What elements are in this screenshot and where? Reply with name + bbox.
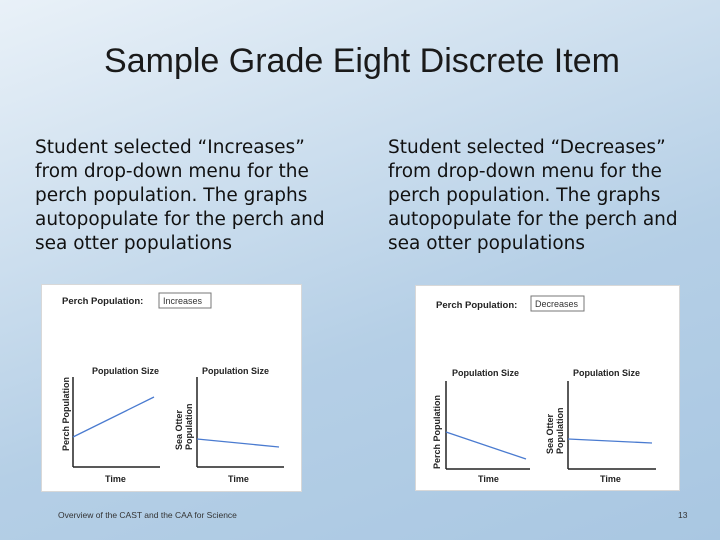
graph2-xlabel: Time <box>600 474 621 484</box>
graph2-series-line <box>567 438 653 444</box>
dropdown-value: Increases <box>163 296 203 306</box>
graph2-ylabel-line2: Population <box>555 408 565 455</box>
graph1-series-line <box>72 396 155 438</box>
graph2-ylabel-line2: Population <box>184 404 194 451</box>
figure-decreases: Perch Population: Decreases Population S… <box>415 285 680 491</box>
figure-decreases-svg: Perch Population: Decreases Population S… <box>432 295 656 484</box>
graph1-ylabel: Perch Population <box>432 395 442 469</box>
footer-text: Overview of the CAST and the CAA for Sci… <box>58 510 237 520</box>
slide-title: Sample Grade Eight Discrete Item <box>104 42 620 80</box>
graph1-xlabel: Time <box>105 474 126 484</box>
graph2-ylabel-line1: Sea Otter <box>545 413 555 454</box>
dropdown-label: Perch Population: <box>436 300 517 311</box>
graph2-title: Population Size <box>573 368 640 378</box>
graph1-title: Population Size <box>92 366 159 376</box>
graph2-xlabel: Time <box>228 474 249 484</box>
figure-increases: Perch Population: Increases Population S… <box>41 284 302 492</box>
page-number: 13 <box>678 510 688 520</box>
right-description: Student selected “Decreases” from drop-d… <box>388 137 678 254</box>
graph1-ylabel: Perch Population <box>61 377 71 451</box>
dropdown-value: Decreases <box>535 299 579 309</box>
perch-population-dropdown[interactable] <box>158 292 212 309</box>
graph2-ylabel-line1: Sea Otter <box>174 409 184 450</box>
graph1-xlabel: Time <box>478 474 499 484</box>
figure-increases-svg: Perch Population: Increases Population S… <box>61 292 284 484</box>
graph2-series-line <box>196 438 280 448</box>
graph2-title: Population Size <box>202 366 269 376</box>
left-description: Student selected “Increases” from drop-d… <box>35 137 325 254</box>
dropdown-label: Perch Population: <box>62 296 143 307</box>
graph1-series-line <box>445 431 527 460</box>
perch-population-dropdown[interactable] <box>530 295 585 312</box>
graph1-title: Population Size <box>452 368 519 378</box>
